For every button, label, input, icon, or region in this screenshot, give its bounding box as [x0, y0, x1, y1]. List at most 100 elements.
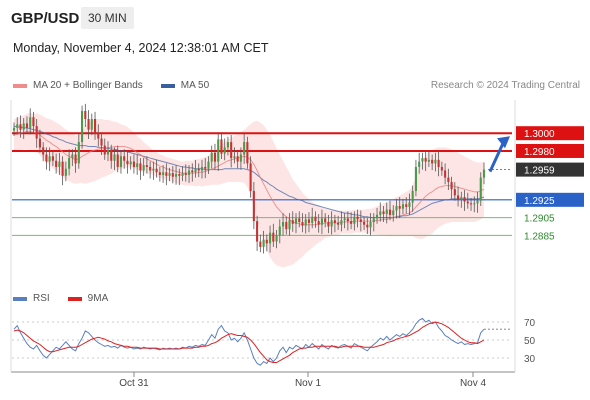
candle-body [327, 222, 330, 227]
candle-body [77, 142, 80, 164]
candle-body [278, 226, 281, 236]
candle [42, 142, 45, 162]
candle-body [340, 220, 343, 225]
candle [379, 202, 382, 222]
candle [29, 108, 32, 135]
candle-body [450, 182, 453, 190]
candle-body [453, 189, 456, 196]
candle [64, 161, 67, 182]
candle [431, 154, 434, 171]
price-legend: MA 20 + Bollinger Bands MA 50 [13, 80, 227, 91]
candle [84, 103, 87, 127]
candle-body [74, 154, 77, 164]
candle [372, 213, 375, 232]
candle [81, 105, 84, 149]
candle [444, 163, 447, 185]
level-label-text: 1.2885 [524, 231, 555, 242]
candlesticks [12, 103, 510, 254]
level-label-text: 1.2905 [524, 214, 555, 225]
candle-body [246, 142, 249, 164]
candle [168, 167, 171, 182]
candle [48, 147, 51, 171]
candle-body [447, 177, 450, 183]
candle-body [275, 235, 278, 242]
timeframe-badge[interactable]: 30 MIN [81, 7, 134, 29]
candle-body [236, 156, 239, 162]
candle-body [239, 154, 242, 162]
candle [457, 186, 460, 207]
candle [22, 118, 25, 139]
candle-body [58, 161, 61, 167]
candle [356, 209, 359, 228]
candle [97, 124, 100, 147]
credit-label: Research © 2024 Trading Central [430, 80, 580, 91]
candle [129, 156, 132, 170]
level-label-text: 1.2959 [524, 166, 555, 177]
candle-body [285, 222, 288, 230]
candle [74, 147, 77, 173]
candle-body [259, 241, 262, 247]
candle [466, 192, 469, 209]
candle-body [356, 216, 359, 220]
candle-body [350, 221, 353, 224]
candle [278, 219, 281, 244]
candle [51, 150, 54, 167]
candle-body [307, 219, 311, 223]
candle [200, 159, 204, 179]
candle-body [25, 123, 29, 128]
candle [217, 134, 220, 171]
candle-body [197, 168, 200, 171]
candle-body [68, 158, 71, 169]
candle [314, 211, 317, 228]
candle [139, 158, 142, 180]
candle [301, 213, 304, 233]
candle [375, 207, 379, 224]
candle [213, 143, 217, 170]
candle [401, 198, 405, 215]
candle-body [385, 209, 388, 215]
candle-body [162, 172, 165, 175]
candle [363, 216, 366, 231]
candle-body [353, 216, 356, 224]
candle [411, 185, 414, 212]
candle-body [249, 163, 252, 191]
candle [427, 150, 430, 167]
rsi-legend: RSI 9MA [13, 293, 126, 304]
candle [233, 147, 236, 164]
candle-body [116, 154, 119, 167]
legend-label-9ma: 9MA [87, 293, 109, 304]
candle-body [256, 221, 259, 242]
candle-body [168, 173, 171, 176]
candle [77, 133, 80, 169]
candle [71, 149, 74, 167]
candle [38, 129, 41, 153]
candle [327, 214, 330, 234]
candle-body [136, 163, 139, 167]
candle-body [48, 156, 51, 162]
candle-body [35, 126, 38, 139]
legend-label-ma50: MA 50 [180, 80, 210, 91]
candle [324, 213, 327, 228]
candle-body [314, 216, 317, 222]
candle-body [473, 203, 476, 205]
moving-averages [13, 125, 485, 226]
candle-body [291, 220, 294, 224]
candle-body [382, 211, 385, 215]
candle [239, 147, 242, 170]
candle [113, 147, 116, 171]
candle [252, 182, 255, 230]
candle-body [152, 168, 155, 171]
candle [479, 172, 482, 207]
candle [136, 154, 139, 175]
candle-body [129, 161, 132, 165]
candle [19, 115, 22, 138]
candle [58, 152, 61, 175]
candle [269, 225, 272, 253]
level-label-bg-1.3000 [516, 126, 584, 141]
candle-body [476, 200, 479, 204]
candle-body [298, 218, 301, 223]
ma20-line [13, 130, 485, 226]
candle-body [359, 219, 362, 223]
candle-body [119, 156, 123, 167]
